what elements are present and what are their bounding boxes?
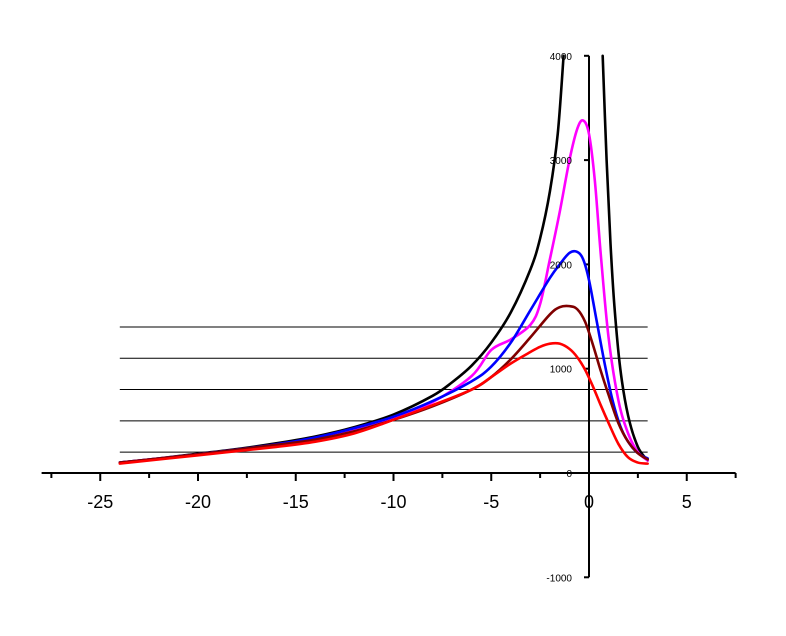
y-tick-label: -1000: [546, 573, 572, 584]
series-line-4: [118, 304, 649, 464]
y-tick-label: 3000: [550, 156, 573, 167]
x-tick-label: 5: [682, 492, 692, 512]
x-tick-label: 0: [584, 492, 594, 512]
y-tick-label: 0: [566, 469, 572, 480]
x-tick-label: -5: [483, 492, 499, 512]
x-tick-label: -15: [283, 492, 309, 512]
y-tick-label: 1000: [550, 365, 573, 376]
series-line-1-segment-1: [118, 54, 565, 464]
x-tick-label: -25: [87, 492, 113, 512]
x-tick-label: -10: [380, 492, 406, 512]
y-tick-label: 2000: [550, 260, 573, 271]
tick-labels: -25 -20 -15 -10 -5 0 5 -1000 0 1000 2000 3000 4000: [87, 52, 692, 584]
series-line-5: [118, 341, 649, 465]
series-line-3: [118, 249, 649, 464]
data-series: [118, 54, 649, 465]
horizontal-reference-lines: [119, 326, 648, 453]
x-tick-label: -20: [185, 492, 211, 512]
axes: [41, 54, 737, 579]
series-line-1-segment-2: [601, 54, 649, 462]
y-tick-label: 4000: [550, 52, 573, 63]
series-line-2: [118, 119, 649, 464]
